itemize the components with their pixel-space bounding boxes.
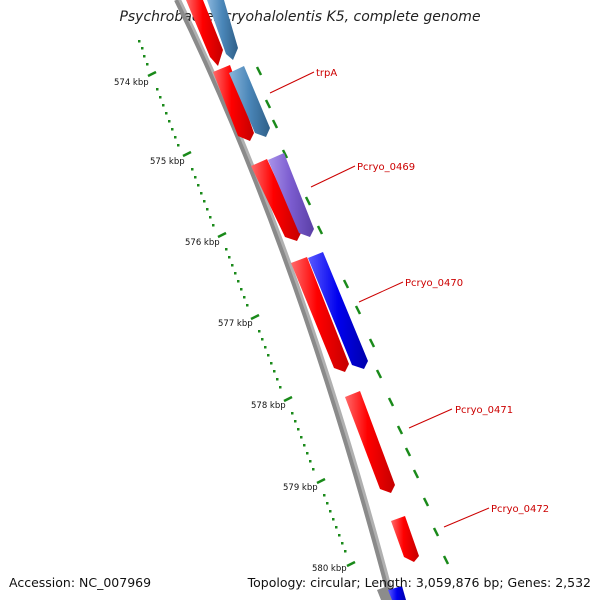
cds-feature [391, 516, 419, 562]
gene-feature-pcryo-0469 [268, 153, 314, 237]
cds-feature [251, 159, 301, 241]
tick-label-574: 574 kbp [114, 78, 149, 88]
cds-feature [345, 391, 395, 493]
gene-label-pcryo-0472[interactable]: Pcryo_0472 [491, 504, 549, 515]
accession-text: Accession: NC_007969 [9, 575, 152, 590]
gene-feature [388, 586, 406, 600]
tick-label-575: 575 kbp [150, 157, 185, 167]
genome-summary-text: Topology: circular; Length: 3,059,876 bp… [247, 575, 591, 590]
gene-feature [207, 0, 238, 60]
outer-ruler-ticks [255, 66, 450, 565]
backbone-shadow [175, 0, 395, 600]
tick-label-576: 576 kbp [185, 238, 220, 248]
cds-feature [186, 0, 223, 66]
ruler-major-ticks [147, 70, 356, 568]
cds-features [186, 0, 419, 600]
gene-label-trpA[interactable]: trpA [316, 68, 337, 79]
cds-feature [291, 257, 349, 372]
gene-feature-trpA [229, 66, 270, 137]
ruler-minor-ticks [138, 40, 347, 553]
gene-label-pcryo-0471[interactable]: Pcryo_0471 [455, 405, 513, 416]
gene-label-pcryo-0470[interactable]: Pcryo_0470 [405, 278, 463, 289]
tick-label-579: 579 kbp [283, 483, 318, 493]
genome-backbone [174, 0, 392, 600]
gene-label-pcryo-0469[interactable]: Pcryo_0469 [357, 162, 415, 173]
gene-feature-pcryo-0470 [308, 252, 368, 369]
tick-label-580: 580 kbp [312, 564, 347, 574]
label-connectors [269, 71, 490, 528]
cds-feature [377, 586, 393, 600]
tick-label-577: 577 kbp [218, 319, 253, 329]
gene-features [207, 0, 406, 600]
tick-label-578: 578 kbp [251, 401, 286, 411]
cds-feature [213, 65, 254, 141]
